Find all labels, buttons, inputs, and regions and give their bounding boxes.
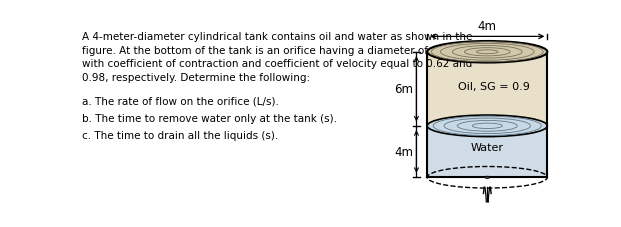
- Text: b. The time to remove water only at the tank (s).: b. The time to remove water only at the …: [82, 113, 337, 123]
- Text: 6m: 6m: [394, 83, 414, 96]
- Bar: [427, 52, 547, 126]
- Ellipse shape: [484, 176, 490, 179]
- Text: Water: Water: [471, 142, 504, 152]
- Text: 4m: 4m: [394, 146, 414, 158]
- Bar: [427, 126, 547, 178]
- Text: Oil, SG = 0.9: Oil, SG = 0.9: [458, 81, 529, 91]
- Text: a. The rate of flow on the orifice (L/s).: a. The rate of flow on the orifice (L/s)…: [82, 96, 279, 106]
- Text: 4m: 4m: [478, 20, 497, 33]
- Text: A 4-meter-diameter cylindrical tank contains oil and water as shown in the
figur: A 4-meter-diameter cylindrical tank cont…: [82, 32, 483, 82]
- Text: c. The time to drain all the liquids (s).: c. The time to drain all the liquids (s)…: [82, 130, 278, 140]
- Ellipse shape: [427, 42, 547, 63]
- Ellipse shape: [427, 116, 547, 137]
